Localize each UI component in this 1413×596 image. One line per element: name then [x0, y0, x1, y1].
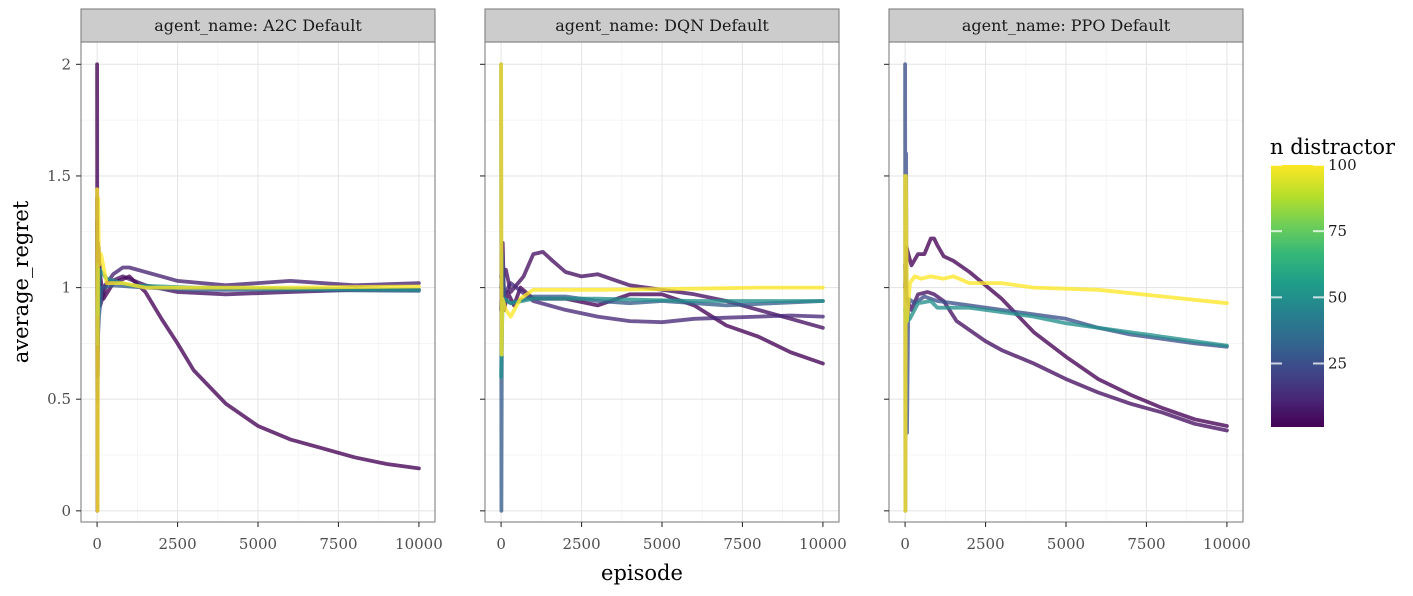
facet-strip-label: agent_name: PPO Default: [962, 16, 1171, 35]
x-tick-label: 2500: [562, 535, 600, 553]
facet-strip-label: agent_name: DQN Default: [555, 16, 769, 35]
y-tick-label: 1.5: [47, 167, 71, 185]
facet-strip-label: agent_name: A2C Default: [154, 16, 362, 35]
facet-panel: agent_name: A2C Default 0 2500 5000 7500 1000…: [47, 8, 443, 553]
series-line: [499, 274, 825, 325]
x-tick-label: 10000: [395, 535, 443, 553]
x-axis-title: episode: [601, 561, 683, 585]
x-tick-label: 7500: [319, 535, 357, 553]
facet-panel: agent_name: PPO Default 0 2500 5000 7500 1000…: [884, 8, 1251, 553]
series-line: [903, 236, 1229, 428]
colorbar-ticks: 25 50 75 100: [1271, 156, 1357, 372]
x-tick-label: 10000: [1203, 535, 1251, 553]
y-tick-label: 0: [61, 502, 71, 520]
colorbar-tick-label: 50: [1328, 288, 1347, 306]
x-tick-label: 0: [496, 535, 506, 553]
colorbar-tick-label: 25: [1328, 354, 1347, 372]
x-tick-label: 0: [900, 535, 910, 553]
y-axis-title: average_regret: [9, 200, 33, 363]
series-line: [903, 174, 1229, 513]
facet-strip: [484, 8, 840, 43]
x-tick-label: 7500: [723, 535, 761, 553]
x-tick-label: 2500: [966, 535, 1004, 553]
series-line: [903, 263, 1229, 433]
x-tick-label: 0: [92, 535, 102, 553]
x-tick-label: 7500: [1127, 535, 1165, 553]
colorbar-tick-label: 75: [1328, 222, 1347, 240]
legend-title: n distractor: [1270, 135, 1396, 159]
x-tick-label: 5000: [1047, 535, 1085, 553]
facet-strip: [888, 8, 1244, 43]
x-tick-label: 10000: [799, 535, 847, 553]
x-tick-label: 5000: [239, 535, 277, 553]
y-tick-label: 1: [61, 279, 71, 297]
series-line: [499, 62, 825, 357]
series-line: [903, 299, 1229, 348]
series-group: [499, 62, 825, 513]
series-group: [903, 62, 1229, 513]
x-tick-label: 5000: [643, 535, 681, 553]
series-group: [95, 62, 421, 513]
y-tick-label: 0.5: [47, 390, 71, 408]
series-line: [95, 187, 421, 513]
facet-panel: agent_name: DQN Default 0 2500 5000 7500 1000…: [480, 8, 847, 553]
facet-strip: [80, 8, 436, 43]
color-legend: n distractor 25 50 75 100: [1270, 135, 1396, 427]
colorbar-tick-label: 100: [1328, 156, 1357, 174]
y-tick-label: 2: [61, 55, 71, 73]
colorbar-gradient: [1271, 165, 1324, 427]
x-tick-label: 2500: [158, 535, 196, 553]
